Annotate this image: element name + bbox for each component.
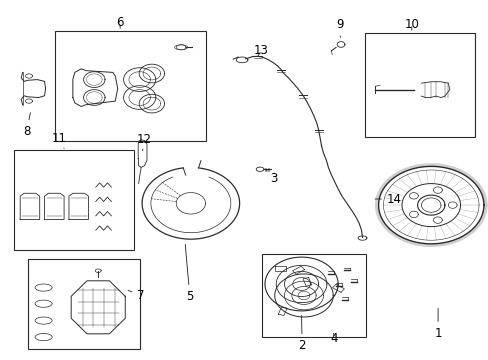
Text: 9: 9 [335,18,343,37]
Text: 7: 7 [128,289,144,302]
Text: 12: 12 [137,133,152,150]
Text: 2: 2 [298,315,305,352]
Bar [55,31,206,140]
Bar [27,258,140,349]
Bar [261,254,366,337]
Text: 13: 13 [254,44,268,57]
Text: 14: 14 [374,193,401,206]
Text: 4: 4 [329,332,337,345]
Text: 11: 11 [52,132,66,148]
Text: 1: 1 [433,308,441,340]
Bar [14,149,134,250]
Bar [365,33,474,137]
Text: 3: 3 [266,170,277,185]
Text: 5: 5 [185,244,193,303]
Text: 6: 6 [116,16,123,29]
Text: 8: 8 [23,113,30,138]
Text: 10: 10 [404,18,418,31]
